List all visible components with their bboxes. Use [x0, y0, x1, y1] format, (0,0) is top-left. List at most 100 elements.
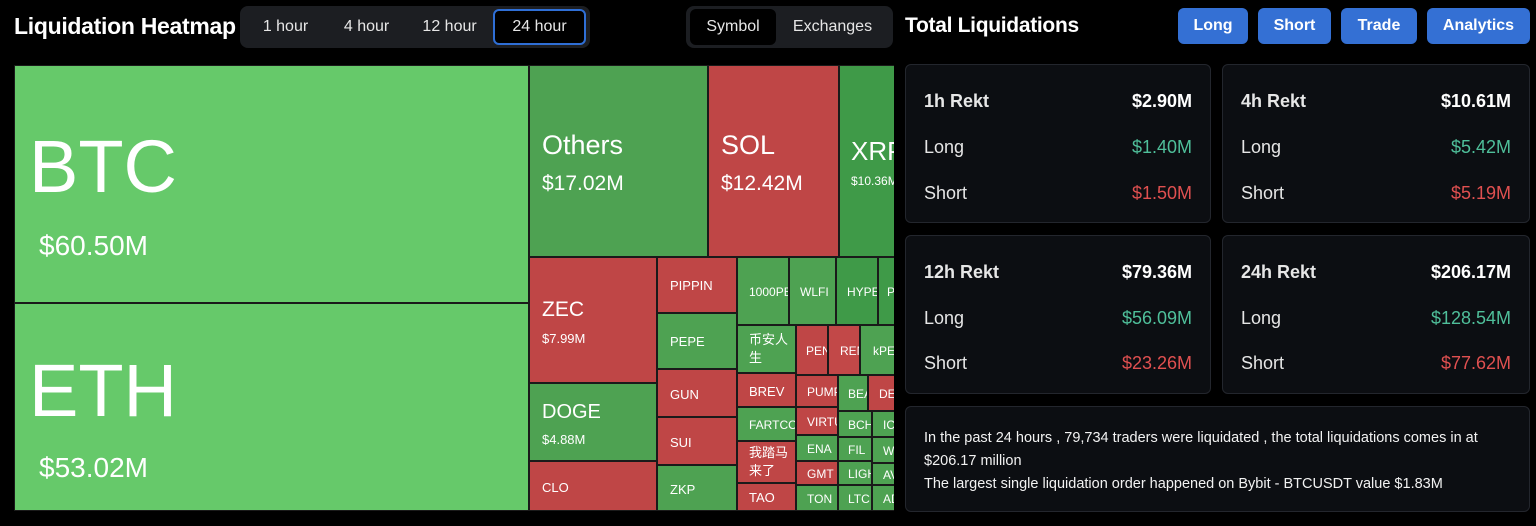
tile-symbol: 1000PEPE — [749, 285, 788, 299]
tile-gun[interactable]: GUN — [657, 369, 737, 417]
card-total: $2.90M — [1131, 91, 1192, 111]
long-value: $56.09M — [1121, 308, 1192, 328]
tile-fil[interactable]: FIL — [838, 437, 872, 461]
trade-button[interactable]: Trade — [1341, 8, 1417, 44]
tile-symbol: LIGHT — [848, 467, 871, 481]
tile-ltc[interactable]: LTC — [838, 485, 872, 511]
page-title: Liquidation Heatmap — [14, 13, 236, 39]
tile-symbol: ETH — [29, 349, 177, 432]
tile-hype[interactable]: HYPE — [836, 257, 878, 325]
tile-wotama[interactable]: 我踏马来了 — [737, 441, 796, 483]
tile-p[interactable]: P — [878, 257, 894, 325]
tile-symbol: BTC — [29, 125, 177, 208]
tile-icp[interactable]: ICP — [872, 411, 894, 437]
analytics-button[interactable]: Analytics — [1427, 8, 1530, 44]
tile-tao[interactable]: TAO — [737, 483, 796, 511]
tile-virtual[interactable]: VIRTUAL — [796, 407, 838, 435]
summary-line-2: The largest single liquidation order hap… — [924, 476, 1443, 492]
tile-fartcoin[interactable]: FARTCOIN — [737, 407, 796, 441]
card-title: 12h Rekt — [924, 262, 1000, 282]
tile-w[interactable]: W — [872, 437, 894, 463]
tile-sol[interactable]: SOL $12.42M — [708, 65, 839, 257]
tile-symbol: 我踏马来了 — [749, 445, 789, 478]
tile-symbol: AVAX — [883, 468, 894, 482]
tile-render[interactable]: RENDER — [828, 325, 860, 375]
tile-pepe[interactable]: PEPE — [657, 313, 737, 369]
tile-sui[interactable]: SUI — [657, 417, 737, 465]
short-button[interactable]: Short — [1258, 8, 1331, 44]
tab-exchanges[interactable]: Exchanges — [792, 18, 873, 35]
tile-symbol: Others — [542, 130, 624, 160]
tab-12-hour[interactable]: 12 hour — [422, 18, 477, 35]
tile-symbol: GMT — [807, 467, 834, 481]
long-label: Long — [924, 308, 965, 328]
tile-avax[interactable]: AVAX — [872, 463, 894, 485]
tile-bch[interactable]: BCH — [838, 411, 872, 437]
long-label: Long — [924, 137, 965, 157]
tile-symbol: VIRTUAL — [807, 415, 837, 429]
card-title: 24h Rekt — [1241, 262, 1317, 282]
tile-symbol: BREV — [749, 384, 785, 399]
tile-pump[interactable]: PUMP — [796, 375, 838, 407]
card-4h-rekt: 4h Rekt $10.61M Long $5.42M Short $5.19M — [1222, 64, 1530, 223]
short-value: $23.26M — [1121, 353, 1192, 373]
tile-symbol: ZKP — [670, 482, 696, 497]
long-value: $5.42M — [1450, 137, 1511, 157]
long-label: Long — [1241, 308, 1282, 328]
tile-gmt[interactable]: GMT — [796, 461, 838, 485]
card-total: $79.36M — [1121, 262, 1192, 282]
tile-symbol: FIL — [848, 443, 866, 457]
tile-value: $53.02M — [39, 452, 148, 483]
tile-symbol: P — [887, 285, 894, 299]
tile-zec[interactable]: ZEC $7.99M — [529, 257, 657, 383]
tile-zkp[interactable]: ZKP — [657, 465, 737, 511]
tab-symbol[interactable]: Symbol — [690, 9, 776, 45]
tile-symbol: DOGE — [542, 401, 601, 423]
tile-symbol: ENA — [807, 442, 832, 456]
tile-beat[interactable]: BEAT — [838, 375, 868, 411]
tile-xrp[interactable]: XRP $10.36M — [839, 65, 894, 257]
tile-symbol: GUN — [670, 387, 699, 402]
tile-symbol: RENDER — [840, 344, 859, 358]
long-button[interactable]: Long — [1178, 8, 1248, 44]
tile-symbol: DEXE — [879, 387, 894, 401]
tab-4-hour[interactable]: 4 hour — [343, 18, 390, 35]
tile-doge[interactable]: DOGE $4.88M — [529, 383, 657, 461]
tile-symbol: PIPPIN — [670, 278, 713, 293]
tile-dexe[interactable]: DEXE — [868, 375, 894, 411]
card-24h-rekt: 24h Rekt $206.17M Long $128.54M Short $7… — [1222, 235, 1530, 394]
tile-clo[interactable]: CLO — [529, 461, 657, 511]
tab-24-hour[interactable]: 24 hour — [493, 9, 586, 45]
tile-value: $17.02M — [542, 172, 624, 195]
tile-brev[interactable]: BREV — [737, 373, 796, 407]
tile-symbol: BEAT — [848, 387, 867, 401]
tile-value: $7.99M — [542, 331, 586, 346]
tile-binance-life[interactable]: 币安人生 — [737, 325, 796, 373]
tile-kpepe[interactable]: kPEPE — [860, 325, 894, 375]
tile-ena[interactable]: ENA — [796, 435, 838, 461]
card-1h-rekt: 1h Rekt $2.90M Long $1.40M Short $1.50M — [905, 64, 1211, 223]
tile-eth[interactable]: ETH $53.02M — [14, 303, 529, 511]
card-title: 4h Rekt — [1241, 91, 1307, 111]
tile-pengu[interactable]: PENGU — [796, 325, 828, 375]
tile-symbol: HYPE — [847, 285, 878, 299]
tile-wlfi[interactable]: WLFI — [789, 257, 836, 325]
tile-ada[interactable]: ADA — [872, 485, 894, 511]
tile-btc[interactable]: BTC $60.50M — [14, 65, 529, 303]
tile-symbol: BCH — [848, 418, 872, 432]
tile-symbol: TAO — [749, 490, 775, 505]
tile-pippin[interactable]: PIPPIN — [657, 257, 737, 313]
tile-light[interactable]: LIGHT — [838, 461, 872, 485]
tab-1-hour[interactable]: 1 hour — [262, 18, 309, 35]
card-total: $10.61M — [1440, 91, 1511, 111]
time-range-tabs: 1 hour 4 hour 12 hour 24 hour — [240, 6, 590, 48]
short-label: Short — [924, 353, 968, 373]
card-total: $206.17M — [1430, 262, 1511, 282]
tile-symbol: kPEPE — [873, 344, 894, 358]
tile-symbol: FARTCOIN — [749, 418, 796, 432]
tile-value: $12.42M — [721, 172, 803, 195]
long-value: $1.40M — [1131, 137, 1192, 157]
tile-ton[interactable]: TON — [796, 485, 838, 511]
tile-others[interactable]: Others $17.02M — [529, 65, 708, 257]
tile-1000pepe[interactable]: 1000PEPE — [737, 257, 789, 325]
